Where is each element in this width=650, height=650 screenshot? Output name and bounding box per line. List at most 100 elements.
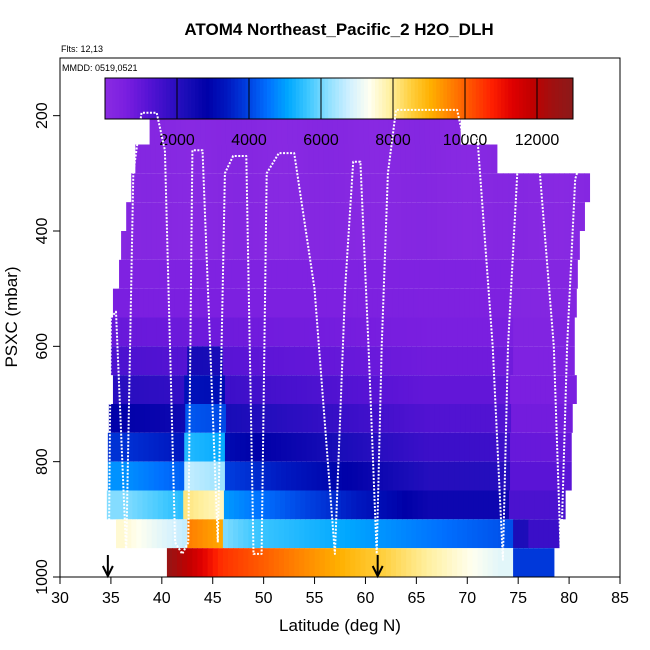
heatmap-cell bbox=[321, 461, 328, 491]
heatmap-cell bbox=[212, 173, 219, 203]
heatmap-cell bbox=[411, 548, 417, 577]
colorbar-swatch bbox=[555, 78, 560, 119]
colorbar-swatch bbox=[299, 78, 304, 119]
y-tick-label: 200 bbox=[34, 102, 51, 129]
heatmap-cell bbox=[441, 519, 448, 549]
heatmap-cell bbox=[471, 144, 478, 174]
heatmap-cell bbox=[331, 432, 338, 462]
colorbar-swatch bbox=[321, 78, 326, 119]
heatmap-cell bbox=[286, 288, 292, 318]
heatmap-cell bbox=[508, 346, 514, 376]
colorbar-swatch bbox=[339, 78, 344, 119]
heatmap-cell bbox=[156, 173, 163, 203]
colorbar-swatch bbox=[267, 78, 272, 119]
heatmap-cell bbox=[513, 519, 519, 549]
colorbar-swatch bbox=[137, 78, 142, 119]
heatmap-cell bbox=[543, 519, 550, 549]
heatmap-cell bbox=[428, 375, 435, 404]
heatmap-cell bbox=[248, 231, 255, 260]
heatmap-cell bbox=[365, 231, 372, 260]
colorbar-swatch bbox=[436, 78, 441, 119]
colorbar-border bbox=[104, 77, 574, 120]
colorbar-swatch bbox=[317, 78, 322, 119]
heatmap-cell bbox=[495, 259, 502, 289]
heatmap-cell bbox=[305, 490, 312, 520]
heatmap-cell bbox=[324, 548, 331, 577]
colorbar-swatch bbox=[457, 78, 462, 119]
heatmap-cell bbox=[489, 375, 496, 404]
heatmap-cell bbox=[148, 461, 155, 491]
heatmap-cell bbox=[253, 317, 260, 347]
heatmap-cell bbox=[545, 375, 552, 404]
heatmap-cell bbox=[348, 259, 354, 289]
heatmap-cell bbox=[324, 231, 331, 260]
heatmap-cell bbox=[177, 548, 183, 577]
heatmap-cell bbox=[126, 231, 132, 260]
heatmap-cell bbox=[360, 173, 367, 203]
heatmap-cell bbox=[319, 173, 326, 203]
heatmap-cell bbox=[128, 432, 134, 462]
heatmap-cell bbox=[238, 173, 244, 203]
heatmap-cell bbox=[413, 432, 419, 462]
colorbar-swatch bbox=[295, 78, 300, 119]
heatmap-cell bbox=[355, 548, 361, 577]
plot-frame bbox=[59, 57, 621, 578]
heatmap-cell bbox=[182, 317, 188, 347]
heatmap-cell bbox=[399, 259, 405, 289]
heatmap-cell bbox=[355, 346, 361, 376]
heatmap-cell bbox=[298, 144, 304, 174]
heatmap-cell bbox=[153, 375, 160, 404]
heatmap-cell bbox=[163, 432, 170, 462]
heatmap-cell bbox=[462, 346, 468, 376]
heatmap-cell bbox=[284, 202, 290, 231]
heatmap-cell bbox=[548, 317, 555, 347]
heatmap-cell bbox=[216, 144, 223, 174]
heatmap-cell bbox=[545, 288, 552, 318]
heatmap-cell bbox=[138, 432, 145, 462]
heatmap-cell bbox=[349, 144, 355, 174]
heatmap-cell bbox=[329, 173, 336, 203]
heatmap-cell bbox=[309, 173, 316, 203]
heatmap-cell bbox=[360, 519, 367, 549]
heatmap-cell bbox=[406, 231, 412, 260]
heatmap-cell bbox=[309, 317, 316, 347]
heatmap-cell bbox=[358, 259, 365, 289]
heatmap-cell bbox=[161, 202, 168, 231]
heatmap-cell bbox=[284, 548, 290, 577]
heatmap-cell bbox=[174, 461, 180, 491]
heatmap-cell bbox=[192, 173, 199, 203]
colorbar-swatch bbox=[184, 78, 189, 119]
heatmap-cell bbox=[224, 375, 231, 404]
heatmap-cell bbox=[309, 548, 316, 577]
heatmap-cell bbox=[148, 375, 155, 404]
heatmap-cell bbox=[217, 202, 224, 231]
heatmap-cell bbox=[118, 432, 124, 462]
heatmap-cell bbox=[301, 375, 307, 404]
heatmap-cell bbox=[347, 375, 353, 404]
heatmap-cell bbox=[253, 346, 260, 376]
heatmap-cell bbox=[268, 548, 275, 577]
colorbar-swatch bbox=[277, 78, 282, 119]
heatmap-cell bbox=[324, 346, 331, 376]
heatmap-cell bbox=[513, 346, 519, 376]
heatmap-cell bbox=[464, 375, 470, 404]
heatmap-cell bbox=[136, 346, 143, 376]
heatmap-cell bbox=[398, 432, 404, 462]
heatmap-cell bbox=[133, 461, 139, 491]
heatmap-cell bbox=[528, 548, 535, 577]
heatmap-cell bbox=[488, 490, 495, 520]
heatmap-cell bbox=[566, 375, 572, 404]
heatmap-cell bbox=[187, 173, 193, 203]
heatmap-cell bbox=[324, 317, 331, 347]
heatmap-cell bbox=[300, 490, 306, 520]
heatmap-cell bbox=[258, 317, 265, 347]
heatmap-cell bbox=[467, 548, 473, 577]
heatmap-cell bbox=[484, 461, 491, 491]
heatmap-cell bbox=[297, 404, 303, 433]
heatmap-cell bbox=[143, 432, 150, 462]
heatmap-cell bbox=[553, 202, 560, 231]
heatmap-cell bbox=[182, 346, 188, 376]
heatmap-cell bbox=[511, 259, 517, 289]
colorbar-swatch bbox=[342, 78, 347, 119]
heatmap-cell bbox=[155, 144, 162, 174]
